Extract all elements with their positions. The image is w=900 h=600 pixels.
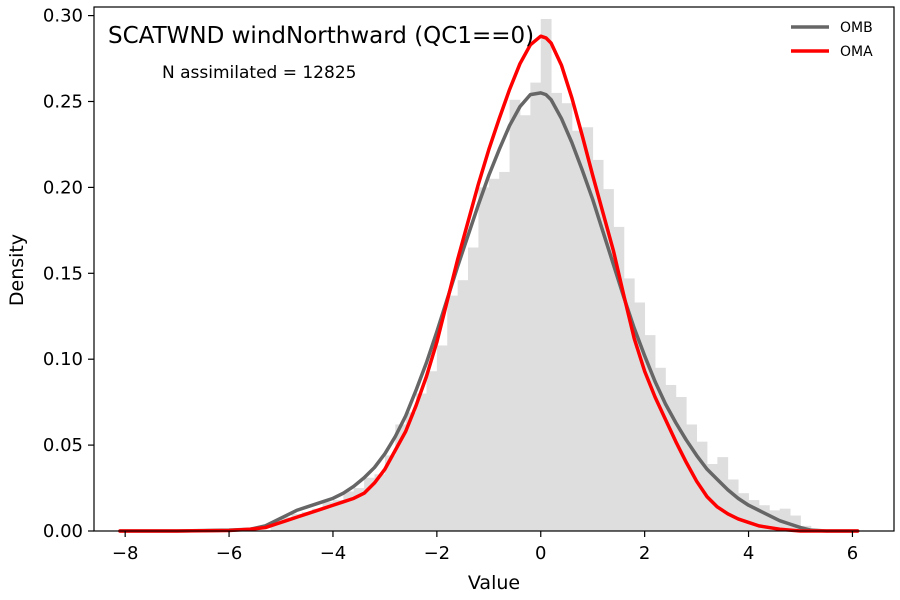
x-axis-label: Value xyxy=(468,572,520,594)
histogram-bar xyxy=(603,189,614,531)
histogram-bar xyxy=(530,82,542,531)
x-tick-label: −6 xyxy=(216,543,243,564)
histogram-bar xyxy=(291,513,303,531)
histogram-bar xyxy=(519,115,531,531)
histogram-bar xyxy=(675,396,687,531)
chart-title: SCATWND windNorthward (QC1==0) xyxy=(108,23,534,49)
histogram-bar xyxy=(395,424,407,531)
histogram-bar xyxy=(758,505,770,531)
plot-frame xyxy=(93,6,895,532)
n-assimilated-annotation: N assimilated = 12825 xyxy=(162,63,356,83)
y-axis-label: Density xyxy=(6,234,28,306)
histogram-bar xyxy=(551,92,562,531)
histogram-bar xyxy=(447,295,459,531)
y-tick-label: 0.20 xyxy=(43,177,83,198)
histogram-bar xyxy=(613,226,625,531)
histogram-bar xyxy=(343,491,355,531)
histogram-bar xyxy=(665,384,677,531)
histogram-bar xyxy=(655,367,666,531)
histogram-bar xyxy=(436,345,448,531)
x-tick-label: 4 xyxy=(743,543,754,564)
histogram-bar xyxy=(353,488,365,531)
histogram-bar xyxy=(717,457,729,531)
histogram-bar xyxy=(426,371,438,531)
x-tick-label: −4 xyxy=(320,543,347,564)
histogram-bar xyxy=(270,524,282,531)
x-tick-label: −2 xyxy=(424,543,451,564)
legend-label-omb: OMB xyxy=(840,20,873,36)
y-tick-label: 0.15 xyxy=(43,263,83,284)
histogram-bar xyxy=(644,335,656,531)
histogram-bar xyxy=(281,517,292,531)
histogram-bar xyxy=(488,178,500,531)
histogram-bar xyxy=(322,501,334,531)
histogram-bar xyxy=(738,493,749,531)
histogram-bar xyxy=(384,455,396,531)
histogram-bar xyxy=(727,479,739,531)
histogram-bar xyxy=(790,515,801,531)
histogram-bar xyxy=(561,103,573,531)
x-tick-label: −8 xyxy=(112,543,139,564)
y-axis-ticks: 0.00 0.05 0.10 0.15 0.20 0.25 0.30 xyxy=(43,6,94,542)
density-lines-layer xyxy=(118,34,860,533)
histogram-bar xyxy=(416,393,427,531)
histogram-bar xyxy=(509,99,521,531)
histogram-bar xyxy=(582,127,594,531)
histogram-bar xyxy=(468,247,479,531)
y-tick-label: 0.05 xyxy=(43,435,83,456)
histogram-bar xyxy=(332,500,344,531)
histogram-bar xyxy=(748,500,760,531)
histogram-bar xyxy=(571,130,583,531)
histogram-layer xyxy=(270,19,812,532)
histogram-bar xyxy=(779,508,791,531)
histogram-bar xyxy=(457,280,469,531)
histogram-bar xyxy=(686,424,697,531)
histogram-bar xyxy=(374,474,386,531)
y-tick-label: 0.30 xyxy=(43,6,83,27)
legend: OMB OMA xyxy=(791,20,873,60)
series-line-omb xyxy=(118,91,860,533)
x-axis-ticks: −8 −6 −4 −2 0 2 4 6 xyxy=(112,531,858,564)
y-tick-label: 0.00 xyxy=(43,521,83,542)
histogram-bar xyxy=(623,278,635,531)
histogram-bar xyxy=(592,159,604,532)
histogram-bar xyxy=(706,463,718,531)
x-tick-label: 0 xyxy=(535,543,546,564)
histogram-bar xyxy=(769,510,781,531)
histogram-bar xyxy=(301,512,313,531)
histogram-bar xyxy=(364,477,375,531)
histogram-bar xyxy=(499,171,510,531)
y-tick-label: 0.10 xyxy=(43,349,83,370)
histogram-bar xyxy=(478,187,490,532)
histogram-bar xyxy=(312,508,323,531)
histogram-bar xyxy=(634,302,646,531)
series-line-oma xyxy=(118,34,860,533)
x-tick-label: 2 xyxy=(639,543,650,564)
legend-label-oma: OMA xyxy=(840,44,873,60)
x-tick-label: 6 xyxy=(847,543,858,564)
histogram-bar xyxy=(540,19,552,531)
histogram-bar xyxy=(405,412,417,531)
y-tick-label: 0.25 xyxy=(43,91,83,112)
